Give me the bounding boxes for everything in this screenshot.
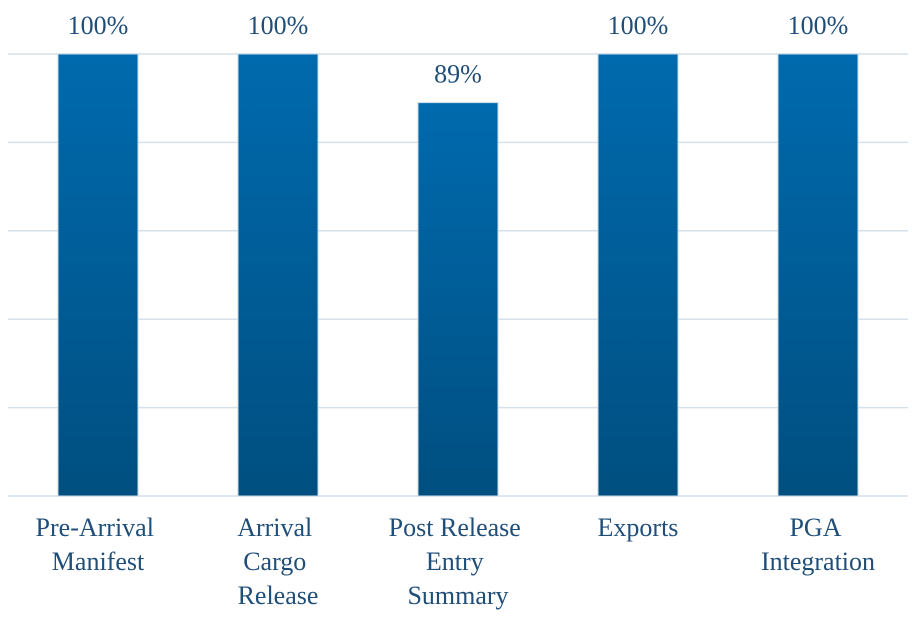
bar xyxy=(597,53,679,497)
bar xyxy=(57,53,139,497)
x-tick-label: PGA Integration xyxy=(761,513,875,576)
x-tick-label: Post Release Entry Summary xyxy=(389,513,528,610)
data-label: 89% xyxy=(434,60,482,89)
x-tick-label: Pre-Arrival Manifest xyxy=(36,513,161,576)
x-tick-label: Exports xyxy=(598,513,679,542)
data-label: 100% xyxy=(248,11,309,40)
data-label: 100% xyxy=(608,11,669,40)
bar xyxy=(417,102,499,497)
bar xyxy=(237,53,319,497)
x-tick-label: Arrival Cargo Release xyxy=(237,513,319,610)
data-label: 100% xyxy=(68,11,129,40)
bar xyxy=(777,53,859,497)
data-label: 100% xyxy=(788,11,849,40)
